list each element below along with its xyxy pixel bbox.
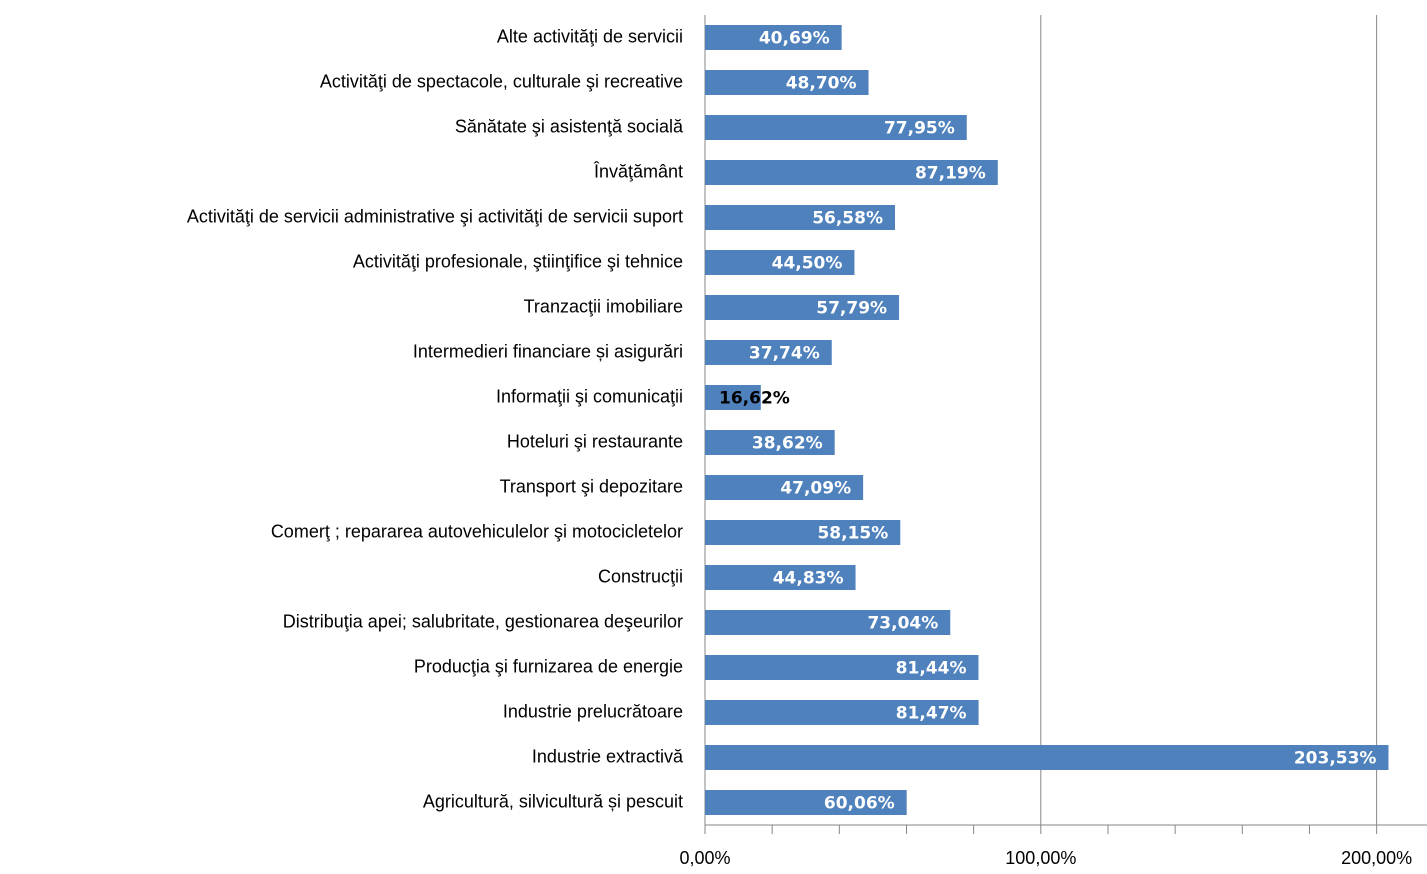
bar bbox=[705, 205, 896, 230]
value-label: 48,70% bbox=[786, 74, 857, 94]
value-label: 44,83% bbox=[773, 569, 844, 589]
bar bbox=[705, 295, 900, 320]
bar bbox=[705, 520, 901, 545]
value-label: 87,19% bbox=[915, 164, 986, 184]
category-label: Intermedieri financiare și asigurări bbox=[413, 341, 683, 361]
category-label: Sănătate şi asistenţă socială bbox=[455, 116, 684, 136]
category-label: Activităţi de spectacole, culturale şi r… bbox=[320, 71, 683, 91]
value-label: 38,62% bbox=[752, 434, 823, 454]
value-label: 44,50% bbox=[772, 254, 843, 274]
x-tick-label: 200,00% bbox=[1341, 848, 1412, 868]
value-label: 203,53% bbox=[1294, 749, 1377, 769]
value-label: 57,79% bbox=[816, 299, 887, 319]
bar bbox=[705, 160, 998, 185]
x-tick-label: 100,00% bbox=[1005, 848, 1076, 868]
value-label: 77,95% bbox=[884, 119, 955, 139]
value-label: 73,04% bbox=[867, 614, 938, 634]
value-label: 60,06% bbox=[824, 794, 895, 814]
bar bbox=[705, 115, 967, 140]
category-label: Activităţi de servicii administrative şi… bbox=[187, 206, 683, 226]
category-label: Informaţii şi comunicaţii bbox=[496, 386, 683, 406]
bar bbox=[705, 790, 907, 815]
category-label: Alte activităţi de servicii bbox=[497, 26, 683, 46]
value-label: 37,74% bbox=[749, 344, 820, 364]
category-label: Industrie extractivă bbox=[532, 746, 684, 766]
bar bbox=[705, 475, 864, 500]
category-label: Distribuţia apei; salubritate, gestionar… bbox=[283, 611, 683, 631]
bar bbox=[705, 745, 1389, 770]
bar bbox=[705, 430, 835, 455]
category-label: Hoteluri şi restaurante bbox=[507, 431, 683, 451]
bar bbox=[705, 385, 761, 410]
value-label: 40,69% bbox=[759, 29, 830, 49]
category-label: Învăţământ bbox=[593, 161, 683, 181]
category-label: Activităţi profesionale, ştiinţifice şi … bbox=[353, 251, 683, 271]
category-label: Producţia şi furnizarea de energie bbox=[414, 656, 683, 676]
category-label: Comerţ ; repararea autovehiculelor şi mo… bbox=[271, 521, 683, 541]
bar bbox=[705, 70, 869, 95]
category-label: Industrie prelucrătoare bbox=[503, 701, 683, 721]
category-label: Construcţii bbox=[598, 566, 683, 586]
bar bbox=[705, 655, 979, 680]
category-label: Tranzacţii imobiliare bbox=[524, 296, 683, 316]
category-label: Agricultură, silvicultură și pescuit bbox=[423, 791, 683, 811]
x-tick-label: 0,00% bbox=[679, 848, 730, 868]
category-label: Transport şi depozitare bbox=[500, 476, 683, 496]
value-label: 56,58% bbox=[812, 209, 883, 229]
value-label: 16,62% bbox=[719, 389, 790, 409]
bar bbox=[705, 565, 856, 590]
value-label: 81,44% bbox=[896, 659, 967, 679]
bar bbox=[705, 340, 832, 365]
value-label: 47,09% bbox=[780, 479, 851, 499]
bar bbox=[705, 250, 855, 275]
value-label: 58,15% bbox=[817, 524, 888, 544]
bar bbox=[705, 700, 979, 725]
bar bbox=[705, 610, 951, 635]
bar bbox=[705, 25, 842, 50]
value-label: 81,47% bbox=[896, 704, 967, 724]
